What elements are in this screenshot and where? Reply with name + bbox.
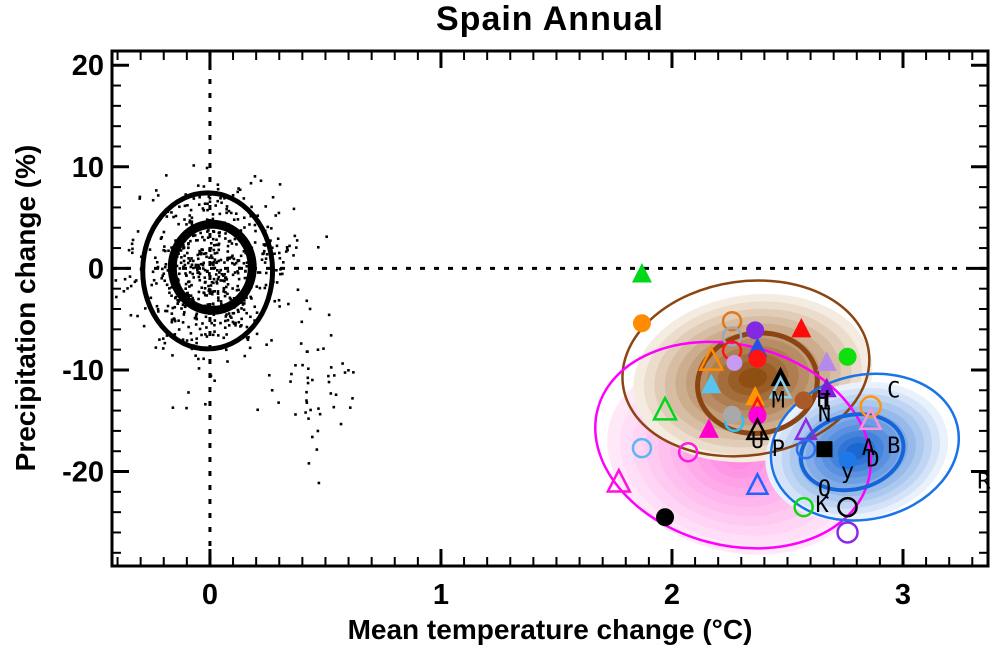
marker-triangle-13	[701, 373, 722, 394]
marker-circle-1	[632, 314, 651, 333]
confidence-ellipse-black-outer	[140, 190, 276, 352]
marker-triangle-0	[631, 262, 652, 283]
marker-triangle-34	[605, 467, 632, 493]
marker-triangle-18	[816, 377, 837, 398]
ensemble-dot-cloud	[114, 164, 355, 485]
marker-circle-27	[795, 438, 817, 460]
model-markers	[605, 262, 883, 544]
model-letter-U: U	[751, 429, 764, 454]
marker-circle-4	[746, 321, 765, 340]
marker-circle-39	[836, 521, 859, 544]
marker-triangle-11	[816, 351, 837, 371]
x-tick-label-2: 2	[664, 579, 680, 611]
x-tick-label-3: 3	[895, 579, 911, 611]
y-tick-label--20: -20	[62, 457, 104, 489]
marker-triangle-35	[745, 471, 770, 496]
marker-circle-36	[793, 496, 814, 518]
y-tick-label-20: 20	[72, 50, 104, 82]
model-letter-y: y	[841, 460, 854, 485]
x-tick-label-0: 0	[202, 579, 218, 611]
model-letter-N: N	[818, 403, 831, 428]
marker-square-28	[816, 441, 833, 458]
y-tick-label-0: 0	[88, 253, 104, 285]
marker-triangle-5	[791, 317, 812, 338]
marker-circle-37	[837, 496, 858, 518]
x-tick-label-1: 1	[433, 579, 449, 611]
confidence-ellipse-blue-outer	[769, 372, 961, 522]
marker-circle-2	[721, 310, 743, 332]
model-letter-P: P	[772, 437, 785, 462]
page-title: Spain Annual	[436, 0, 664, 38]
marker-triangle-15	[768, 375, 793, 399]
marker-circle-29	[631, 437, 653, 459]
marker-circle-33	[838, 451, 857, 470]
model-letter-C: C	[887, 378, 900, 403]
axes: 0 1 2 3 -20 -10 0 10 20	[62, 49, 990, 611]
model-letter-M: M	[772, 388, 785, 413]
model-letter-I: I	[819, 390, 832, 415]
marker-circle-38	[656, 508, 675, 527]
marker-triangle-19	[651, 395, 679, 421]
marker-circle-12	[838, 347, 857, 366]
model-letter-D: D	[866, 447, 879, 472]
confidence-ellipse-black-inner	[167, 219, 257, 315]
marker-circle-21	[723, 405, 742, 424]
model-letter-H: H	[817, 387, 830, 412]
model-letter-B: B	[887, 434, 900, 459]
marker-triangle-16	[745, 385, 766, 406]
model-letter-Q: Q	[818, 477, 831, 502]
confidence-ellipse-blue-inner	[798, 412, 906, 493]
marker-circle-17	[794, 391, 813, 410]
marker-triangle-24	[698, 418, 719, 438]
confidence-ellipse-brown-outer	[621, 279, 871, 458]
marker-circle-31	[859, 395, 882, 418]
marker-circle-3	[721, 326, 743, 347]
marker-triangle-10	[698, 345, 725, 371]
x-axis-label: Mean temperature change (°C)	[347, 614, 753, 645]
zero-reference-lines	[112, 51, 988, 566]
marker-triangle-25	[745, 416, 770, 441]
marker-triangle-32	[858, 406, 883, 430]
marker-triangle-26	[793, 416, 819, 441]
marker-circle-8	[748, 349, 767, 368]
marker-circle-23	[748, 406, 767, 425]
y-tick-label--10: -10	[62, 355, 104, 387]
model-letter-A: A	[862, 436, 875, 461]
model-letter-K: K	[816, 493, 830, 518]
y-tick-label-10: 10	[72, 152, 104, 184]
marker-circle-30	[677, 441, 699, 463]
marker-circle-9	[726, 354, 743, 371]
